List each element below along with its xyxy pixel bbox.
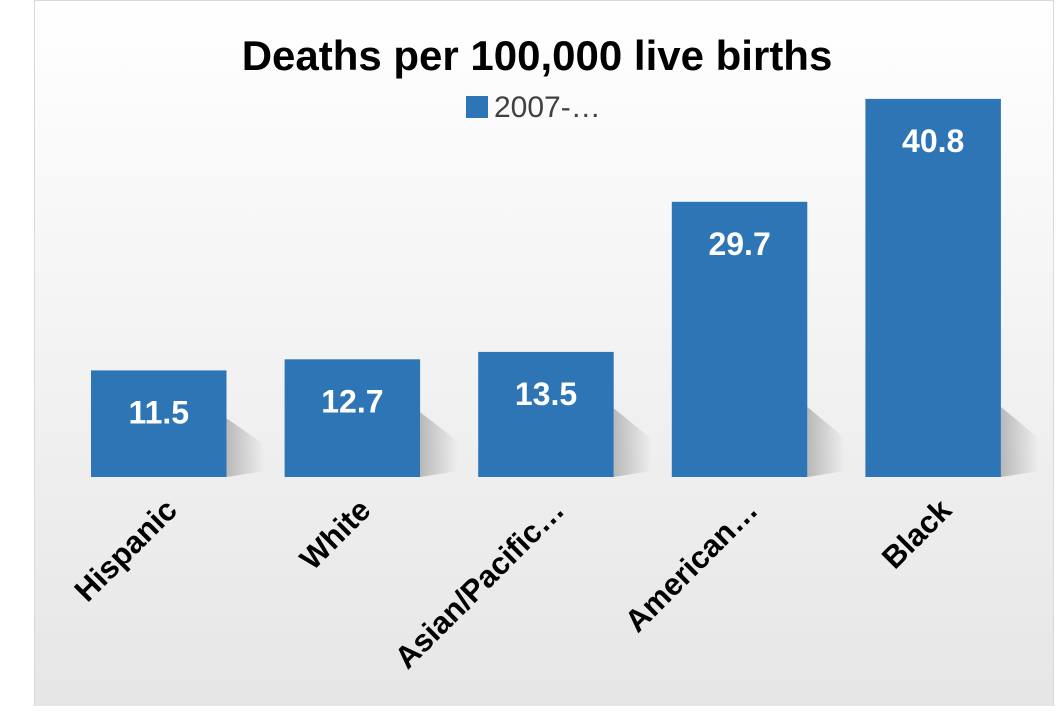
data-label-1: 12.7 xyxy=(321,383,383,419)
data-label-4: 40.8 xyxy=(902,123,964,159)
bar-shadow xyxy=(807,407,846,477)
bar-1 xyxy=(284,359,421,477)
data-labels: 11.5 12.7 13.5 29.7 40.8 xyxy=(129,123,965,431)
bar-4 xyxy=(865,98,1001,478)
bar-0 xyxy=(91,370,227,477)
legend: 2007-… xyxy=(466,91,601,124)
bar-shadow xyxy=(226,418,265,477)
bar-2 xyxy=(478,351,614,477)
bars xyxy=(91,98,1001,478)
bar-shadow xyxy=(613,408,652,477)
data-label-2: 13.5 xyxy=(515,376,577,412)
bar-shadow xyxy=(420,412,459,477)
chart-title: Deaths per 100,000 live births xyxy=(242,32,833,79)
bar-shadows xyxy=(226,407,1039,477)
data-label-3: 29.7 xyxy=(708,226,770,262)
data-label-0: 11.5 xyxy=(129,394,190,430)
legend-entry-label: 2007-… xyxy=(494,91,601,124)
bar-shadow xyxy=(1000,407,1039,477)
legend-swatch xyxy=(466,96,488,118)
bar-3 xyxy=(671,201,808,478)
